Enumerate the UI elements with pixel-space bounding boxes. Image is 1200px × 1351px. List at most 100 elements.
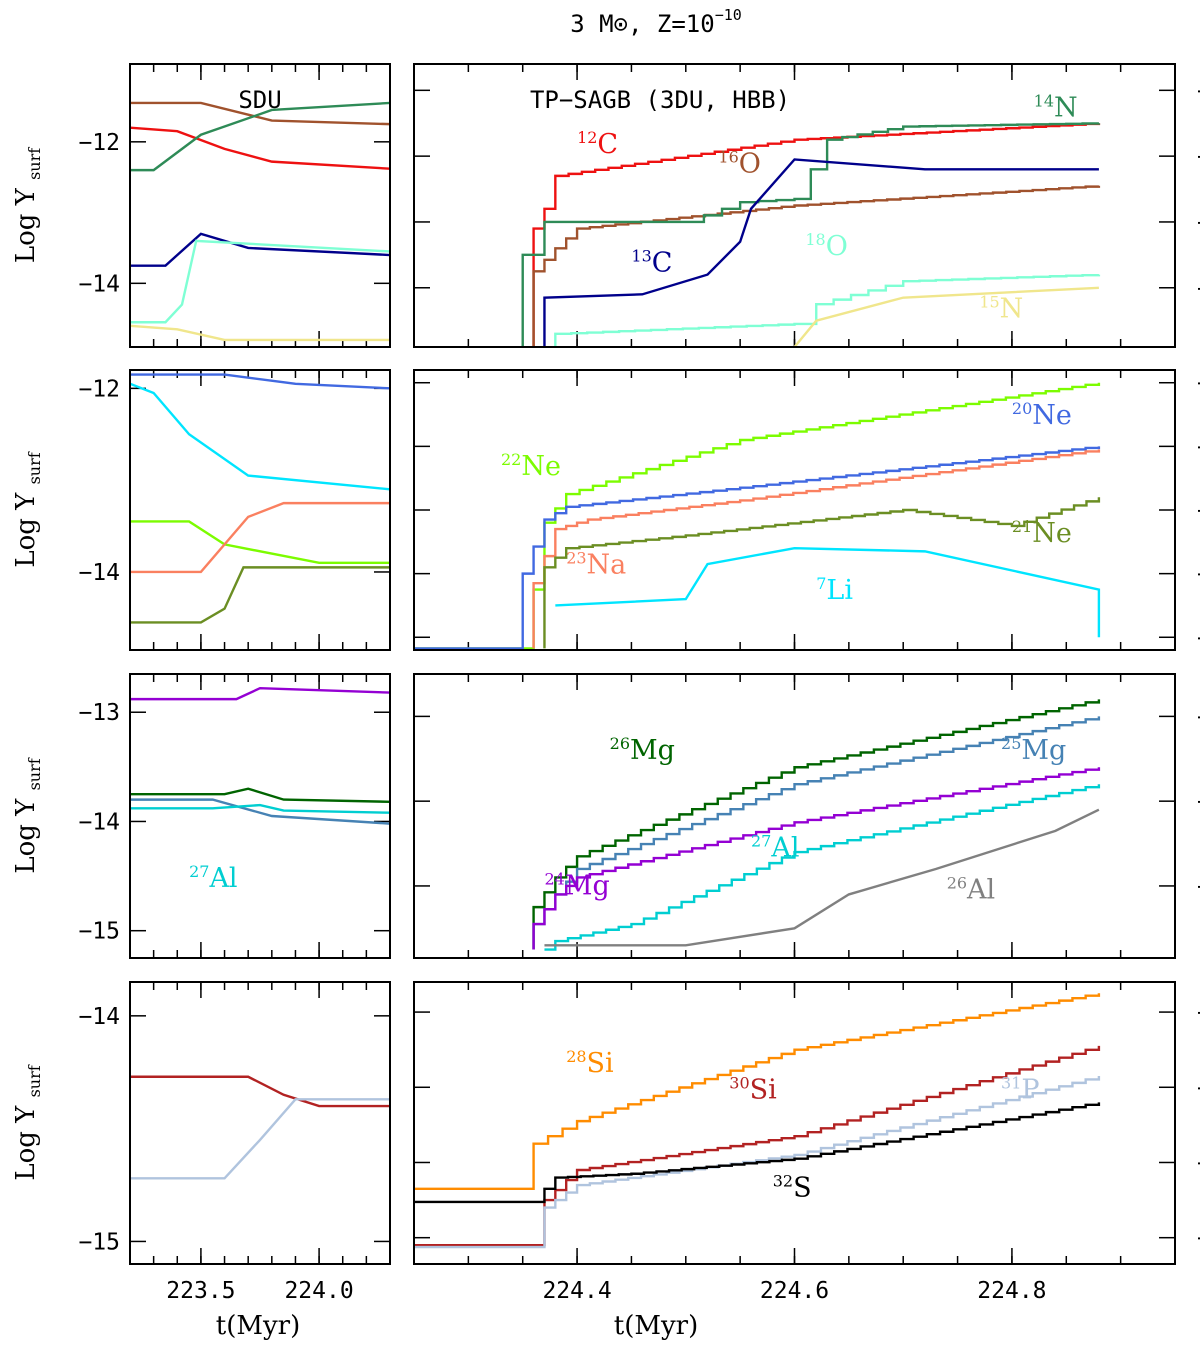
series-left-30Si: [130, 1075, 390, 1108]
y-tick-label-left: −12: [78, 376, 120, 402]
label-7Li: 7Li: [816, 574, 853, 606]
y-axis-title: Log Y surf: [11, 757, 44, 873]
series-left-23Na: [130, 501, 390, 574]
y-tick-label-left: −15: [78, 919, 120, 945]
y-tick-label-right: −10: [1197, 874, 1200, 900]
y-tick-label-left: −14: [78, 809, 120, 835]
left-panel-3-frame: [129, 981, 391, 1265]
series-left-14N: [130, 101, 390, 172]
label-32S: 32S: [773, 1171, 812, 1203]
y-tick-label-right: −6: [1197, 434, 1200, 460]
chart-title: 3 M⊙, Z=10−10: [570, 6, 742, 38]
series-left-31P: [130, 1098, 390, 1180]
series-left-15N: [130, 324, 390, 342]
series-right-12C: [532, 122, 1101, 347]
y-tick-label-right: −12: [1197, 1150, 1200, 1176]
label-30Si: 30Si: [729, 1074, 777, 1106]
y-axis-title: Log Y surf: [11, 451, 44, 567]
y-tick-label-right: −4: [1197, 144, 1200, 170]
left-panel-1-frame: [129, 369, 391, 651]
right-panel-0-frame: [413, 63, 1176, 348]
panel-title-tpsagb: TP−SAGB (3DU, HBB): [530, 86, 790, 114]
series-left-24Mg: [130, 686, 390, 701]
series-right-23Na: [532, 449, 1101, 649]
x-tick-label: 224.8: [977, 1278, 1046, 1304]
series-left-27Al: [130, 803, 390, 814]
label-25Mg: 25Mg: [1001, 734, 1066, 766]
y-tick-label-right: −8: [1197, 789, 1200, 815]
y-tick-label-right: −10: [1197, 1075, 1200, 1101]
y-tick-label-right: −8: [1197, 1000, 1200, 1026]
series-left-16O: [130, 101, 390, 126]
label-26Al: 26Al: [947, 874, 996, 906]
label-14N: 14N: [1034, 92, 1078, 124]
label-21Ne: 21Ne: [1012, 517, 1072, 549]
y-tick-label-left: −14: [78, 271, 120, 297]
series-right-26Al: [544, 808, 1100, 947]
label-12C: 12C: [577, 128, 618, 160]
series-right-15N: [793, 286, 1099, 347]
left-panel-0-frame: [129, 63, 391, 348]
series-left-26Mg: [130, 787, 390, 803]
series-left-18O: [130, 239, 390, 324]
series-right-16O: [532, 185, 1101, 347]
series-right-30Si: [414, 1045, 1101, 1247]
panel-title-sdu: SDU: [238, 86, 281, 114]
series-right-14N: [521, 122, 1101, 347]
label-16O: 16O: [718, 148, 761, 180]
y-tick-label-left: −13: [78, 700, 120, 726]
series-right-13C: [543, 158, 1099, 347]
series-right-26Mg: [532, 699, 1101, 950]
series-left-22Ne: [130, 520, 390, 564]
series-right-7Li: [555, 546, 1101, 638]
label-24Mg: 24Mg: [544, 869, 609, 901]
y-tick-label-right: −8: [1197, 276, 1200, 302]
series-right-22Ne: [414, 382, 1101, 650]
series-right-27Al: [544, 784, 1101, 951]
y-tick-label-right: −14: [1197, 1226, 1200, 1252]
left-panel-2-frame: [129, 673, 391, 959]
series-right-18O: [554, 273, 1101, 347]
y-tick-label-right: −8: [1197, 498, 1200, 524]
y-tick-label-left: −14: [78, 560, 120, 586]
series-right-25Mg: [532, 716, 1101, 950]
series-left-21Ne: [130, 566, 390, 624]
series-right-28Si: [414, 993, 1101, 1191]
x-tick-label: 223.5: [166, 1278, 235, 1304]
label-27Al: 27Al: [751, 831, 800, 863]
x-tick-label: 224.6: [760, 1278, 829, 1304]
y-axis-title: Log Y surf: [11, 1064, 44, 1180]
series-left-25Mg: [130, 798, 390, 825]
y-tick-label-right: −6: [1197, 704, 1200, 730]
label-23Na: 23Na: [566, 549, 626, 581]
y-tick-label-left: −15: [78, 1229, 120, 1255]
y-axis-title: Log Y surf: [11, 147, 44, 263]
label-15N: 15N: [979, 292, 1023, 324]
label-22Ne: 22Ne: [501, 450, 561, 482]
y-tick-label-right: −6: [1197, 210, 1200, 236]
x-axis-title-right: t(Myr): [614, 1311, 698, 1341]
y-tick-label-right: −10: [1197, 562, 1200, 588]
x-axis-title-left: t(Myr): [216, 1311, 300, 1341]
series-right-21Ne: [543, 497, 1101, 649]
series-left-13C: [130, 232, 390, 267]
x-tick-label: 224.4: [542, 1278, 611, 1304]
right-panel-1-frame: [413, 369, 1176, 651]
y-tick-label-right: −12: [1197, 625, 1200, 651]
label-28Si: 28Si: [566, 1047, 614, 1079]
y-tick-label-right: −2: [1197, 78, 1200, 104]
label-18O: 18O: [805, 230, 848, 262]
series-right-32S: [414, 1102, 1101, 1204]
series-right-24Mg: [532, 767, 1101, 950]
series-left-20Ne: [130, 373, 390, 390]
y-tick-label-right: −4: [1197, 371, 1200, 397]
label-20Ne: 20Ne: [1012, 399, 1072, 431]
series-left-7Li: [130, 382, 390, 491]
right-panel-2-frame: [413, 673, 1176, 959]
y-tick-label-left: −14: [78, 1004, 120, 1030]
right-panel-3-frame: [413, 981, 1176, 1265]
label-31P: 31P: [1001, 1074, 1040, 1106]
label-13C: 13C: [631, 246, 672, 278]
